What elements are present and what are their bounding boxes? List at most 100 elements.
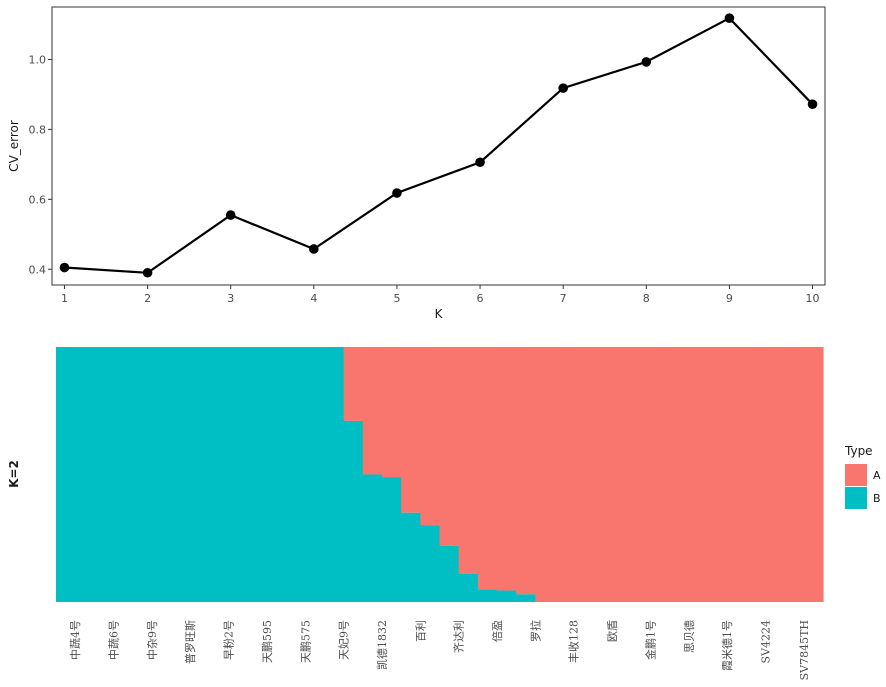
x-tick-label: 7 xyxy=(560,292,567,305)
sample-label: 早粉2号 xyxy=(223,620,236,660)
data-point xyxy=(392,188,402,198)
sample-label: 天鹏575 xyxy=(299,620,312,663)
bar-segment-a xyxy=(765,347,786,602)
bar-segment-a xyxy=(420,347,441,526)
sample-label: 倍盈 xyxy=(490,620,504,642)
bar-segment-a xyxy=(343,347,364,421)
bar-segment-b xyxy=(171,347,191,602)
bar-segment-a xyxy=(688,347,709,602)
data-point xyxy=(558,83,568,93)
bar-segment-b xyxy=(420,525,441,602)
data-point xyxy=(309,244,319,254)
bar-segment-a xyxy=(650,347,671,602)
legend: Type A B xyxy=(844,444,881,509)
bar-segment-b xyxy=(266,347,287,602)
sample-label: 百利 xyxy=(414,620,427,642)
legend-swatch-a xyxy=(845,464,867,486)
bar-segment-b xyxy=(439,545,460,602)
bar-segment-b xyxy=(401,512,421,602)
x-tick-label: 6 xyxy=(477,292,484,305)
bar-segment-a xyxy=(439,347,460,546)
legend-label-b: B xyxy=(873,492,881,505)
bar-segment-a xyxy=(631,347,652,602)
y-axis-title: CV_error xyxy=(7,120,21,172)
admixture-panel: 中蔬4号 中蔬6号 中杂9号 普罗旺斯 早粉2号 天鹏595 天鹏575 天妃9号 凯德1832… xyxy=(7,347,881,680)
cv-error-points xyxy=(59,13,818,278)
sample-label: 天鹏595 xyxy=(261,620,274,663)
sample-label: 罗拉 xyxy=(528,620,542,642)
bar-segment-b xyxy=(56,347,76,602)
sample-label: 中蔬4号 xyxy=(69,620,82,660)
sample-label: 欧盾 xyxy=(606,620,619,642)
data-point xyxy=(807,99,818,110)
x-tick-label: 10 xyxy=(806,292,820,305)
x-tick-label: 9 xyxy=(726,292,733,305)
y-tick-label: 0.8 xyxy=(29,123,47,136)
x-tick-label: 4 xyxy=(310,292,317,305)
bar-segment-a xyxy=(401,347,421,513)
k-label: K=2 xyxy=(7,460,21,488)
bar-segment-a xyxy=(707,347,728,602)
x-tick-label: 2 xyxy=(144,292,151,305)
bar-segment-b xyxy=(209,347,230,602)
bar-segment-b xyxy=(151,347,172,602)
sample-label: 凯德1832 xyxy=(375,620,389,670)
x-tick-label: 1 xyxy=(61,292,68,305)
x-tick-label: 3 xyxy=(227,292,234,305)
bar-segment-b xyxy=(362,474,383,602)
sample-label: 霞米德1号 xyxy=(720,620,734,671)
bar-segment-b xyxy=(324,347,345,602)
sample-label: 天妃9号 xyxy=(337,620,351,660)
bar-segment-a xyxy=(784,347,805,602)
bar-segment-a xyxy=(803,347,824,602)
bar-segment-a xyxy=(516,347,536,595)
data-point xyxy=(142,267,153,278)
plot-frame xyxy=(51,6,826,286)
y-tick-label: 0.4 xyxy=(29,263,47,276)
bar-segment-b xyxy=(516,594,536,602)
x-tick-label: 5 xyxy=(393,292,400,305)
bar-segment-a xyxy=(362,347,383,475)
data-point xyxy=(59,262,70,273)
sample-label: 中杂9号 xyxy=(146,620,159,660)
data-point xyxy=(724,13,735,23)
bar-segment-b xyxy=(458,573,479,602)
sample-label: SV4224 xyxy=(760,620,773,663)
sample-label: 丰收128 xyxy=(567,620,581,663)
bar-segment-b xyxy=(247,347,268,602)
bar-segment-a xyxy=(746,347,767,602)
tick-marks xyxy=(48,58,814,289)
y-tick-labels: 0.4 0.6 0.8 1.0 xyxy=(29,53,47,276)
y-tick-label: 0.6 xyxy=(29,193,47,206)
bar-segment-b xyxy=(477,589,498,602)
legend-label-a: A xyxy=(873,469,881,482)
cv-error-panel: 0.4 0.6 0.8 1.0 1 2 3 4 5 6 7 8 9 10 K CV_error xyxy=(7,6,826,321)
bar-segment-b xyxy=(190,347,210,602)
cv-error-line xyxy=(64,16,814,274)
data-point xyxy=(225,210,236,220)
bar-segment-a xyxy=(612,347,632,602)
bar-segment-b xyxy=(381,477,402,602)
data-point xyxy=(641,57,652,67)
bar-segment-b xyxy=(113,347,134,602)
bar-segment-a xyxy=(477,347,498,590)
sample-label: 思贝德 xyxy=(682,620,696,653)
bar-segment-a xyxy=(381,347,402,478)
x-tick-labels: 1 2 3 4 5 6 7 8 9 10 xyxy=(61,292,820,305)
bar-segment-b xyxy=(305,347,326,602)
bar-segment-a xyxy=(592,347,613,602)
bar-segment-a xyxy=(727,347,747,602)
bar-segment-b xyxy=(343,420,364,602)
bar-segment-a xyxy=(497,347,517,591)
bar-segment-b xyxy=(286,347,306,602)
sample-label: 普罗旺斯 xyxy=(183,620,197,664)
sample-label: SV7845TH xyxy=(798,620,811,680)
legend-swatch-b xyxy=(845,487,867,509)
x-tick-label: 8 xyxy=(643,292,650,305)
legend-title: Type xyxy=(844,444,873,458)
bar-segment-a xyxy=(669,347,690,602)
bar-segment-a xyxy=(458,347,479,574)
bar-segment-b xyxy=(132,347,153,602)
bar-segment-a xyxy=(554,347,575,602)
